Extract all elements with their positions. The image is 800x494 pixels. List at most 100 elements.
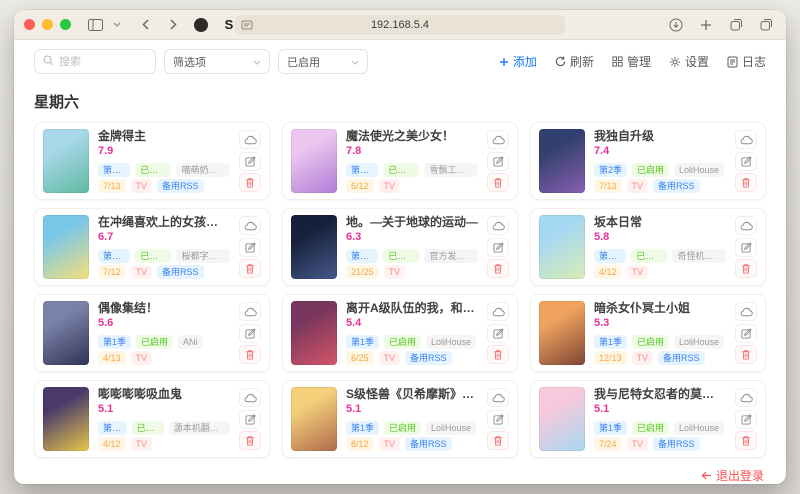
edit-button[interactable] [735,323,757,343]
extension-s-icon[interactable]: S [224,17,234,32]
logout-button[interactable]: 退出登录 [701,467,764,484]
anime-rating: 5.4 [346,317,362,329]
cloud-download-button[interactable] [735,130,757,149]
cloud-download-button[interactable] [487,302,509,321]
edit-button[interactable] [239,237,261,257]
anime-title: 嘭嘭嘭嘭吸血鬼 [98,387,183,401]
cloud-download-button[interactable] [239,216,261,235]
cloud-download-button[interactable] [487,130,509,149]
status-filter-dropdown[interactable]: 已启用 [278,49,368,74]
zoom-window-button[interactable] [60,19,71,30]
poster-image[interactable] [539,301,585,365]
delete-button[interactable] [487,431,509,450]
anime-title: 偶像集结！ [98,301,159,315]
cloud-download-button[interactable] [735,388,757,407]
add-button-label: 添加 [512,55,537,69]
poster-image[interactable] [291,301,337,365]
delete-button[interactable] [735,345,757,364]
delete-button[interactable] [487,173,509,192]
status-tag: 已启用 [632,335,670,349]
subgroup-tag: LoliHouse [674,335,725,349]
episode-progress-tag: 4/13 [98,351,126,365]
cloud-download-button[interactable] [239,130,261,149]
media-type-tag: TV [378,179,401,193]
back-button[interactable] [135,16,155,34]
episode-progress-tag: 7/24 [594,437,622,451]
card-grid: 金牌得主 7.9 第1季 已启用 喵萌奶茶屋 7/13 TV 备用RSS [34,122,766,458]
episode-progress-tag: 21/25 [346,265,379,279]
address-bar[interactable]: 192.168.5.4 [235,15,565,35]
edit-button[interactable] [735,151,757,171]
subgroup-tag: 喵萌奶茶屋 [176,163,231,177]
edit-button[interactable] [735,237,757,257]
media-type-tag: TV [626,437,649,451]
download-icon[interactable] [666,16,686,34]
episode-progress-tag: 4/12 [594,265,622,279]
poster-image[interactable] [43,387,89,451]
anime-card: 嘭嘭嘭嘭吸血鬼 5.1 第1季 已启用 源本机翻字幕组 4/12 TV [34,380,270,458]
add-button[interactable]: 添加 [499,53,537,70]
delete-button[interactable] [487,345,509,364]
poster-image[interactable] [291,387,337,451]
sort-dropdown[interactable]: 筛选项 [164,49,270,74]
edit-button[interactable] [487,409,509,429]
episode-progress-tag: 7/12 [98,265,126,279]
forward-button[interactable] [163,16,183,34]
episode-progress-tag: 6/25 [346,351,374,365]
poster-image[interactable] [539,387,585,451]
reader-icon[interactable] [241,19,253,34]
media-type-tag: TV [130,265,153,279]
chevron-down-icon [253,56,261,68]
gear-icon [669,56,681,68]
edit-button[interactable] [487,151,509,171]
delete-button[interactable] [239,431,261,450]
cloud-download-button[interactable] [487,388,509,407]
anime-card: 偶像集结！ 5.6 第1季 已启用 ANi 4/13 TV [34,294,270,372]
manage-button[interactable]: 管理 [612,53,651,70]
tab-overview-icon[interactable] [756,16,776,34]
new-tab-icon[interactable] [696,16,716,34]
delete-button[interactable] [239,259,261,278]
poster-image[interactable] [291,129,337,193]
cloud-download-button[interactable] [239,302,261,321]
edit-button[interactable] [487,237,509,257]
search-input-wrapper[interactable] [34,49,156,74]
poster-image[interactable] [43,129,89,193]
delete-button[interactable] [239,345,261,364]
sidebar-chevron-icon[interactable] [107,16,127,34]
extension-dark-icon[interactable] [191,16,211,34]
media-type-tag: TV [130,179,153,193]
logs-button[interactable]: 日志 [727,53,766,70]
duplicate-tab-icon[interactable] [726,16,746,34]
poster-image[interactable] [539,129,585,193]
season-tag: 第1季 [98,335,132,349]
status-filter-value: 已启用 [287,56,320,69]
anime-card: 坂本日常 5.8 第1季 已启用 奇怪机翻组 4/12 TV [530,208,766,286]
poster-image[interactable] [291,215,337,279]
poster-image[interactable] [43,301,89,365]
minimize-window-button[interactable] [42,19,53,30]
edit-button[interactable] [239,323,261,343]
edit-button[interactable] [487,323,509,343]
cloud-download-button[interactable] [239,388,261,407]
close-window-button[interactable] [24,19,35,30]
cloud-download-button[interactable] [735,216,757,235]
cloud-download-button[interactable] [735,302,757,321]
delete-button[interactable] [239,173,261,192]
sidebar-toggle-icon[interactable] [85,16,105,34]
refresh-button[interactable]: 刷新 [555,53,594,70]
delete-button[interactable] [735,431,757,450]
delete-button[interactable] [735,259,757,278]
poster-image[interactable] [539,215,585,279]
search-input[interactable] [59,55,147,68]
delete-button[interactable] [735,173,757,192]
edit-button[interactable] [239,151,261,171]
edit-button[interactable] [239,409,261,429]
poster-image[interactable] [43,215,89,279]
delete-button[interactable] [487,259,509,278]
edit-button[interactable] [735,409,757,429]
settings-button[interactable]: 设置 [669,53,709,70]
anime-rating: 6.7 [98,231,114,243]
anime-rating: 6.3 [346,231,362,243]
cloud-download-button[interactable] [487,216,509,235]
